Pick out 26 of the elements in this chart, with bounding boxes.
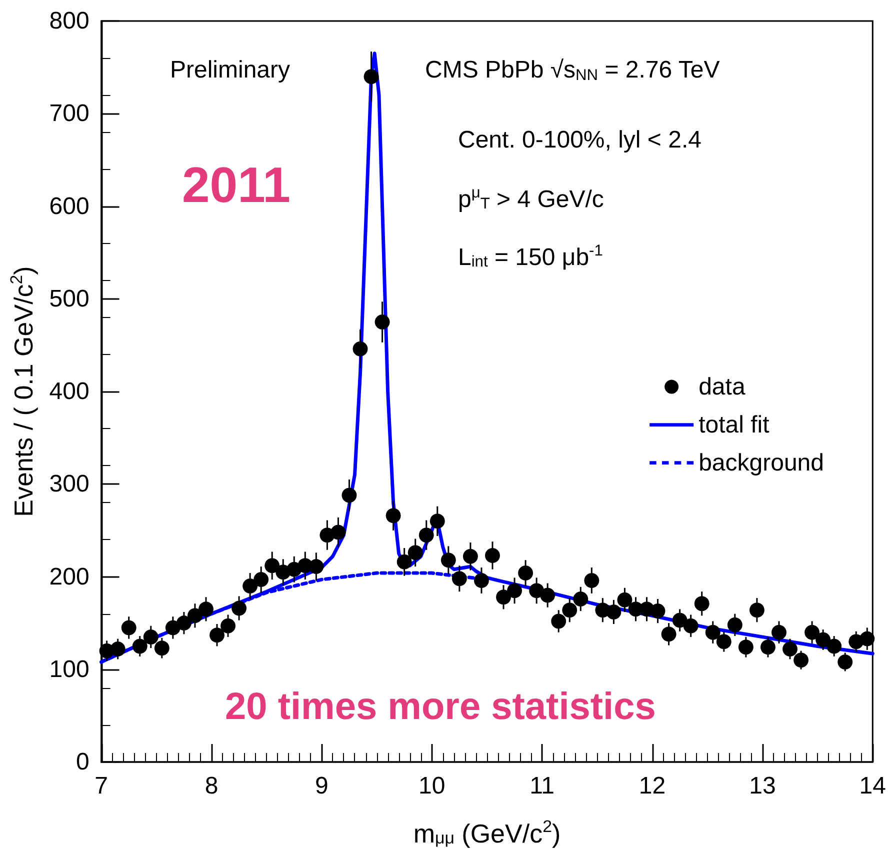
annotation: CMS PbPb √sNN = 2.76 TeV bbox=[425, 56, 720, 84]
annotation: 20 times more statistics bbox=[225, 686, 656, 728]
y-tick-label: 400 bbox=[49, 378, 90, 405]
x-tick-label: 9 bbox=[315, 772, 328, 800]
y-tick-label: 0 bbox=[76, 748, 90, 776]
x-tick-label: 10 bbox=[418, 772, 446, 800]
y-tick-label: 700 bbox=[49, 100, 90, 128]
x-tick-label: 14 bbox=[859, 772, 886, 800]
y-axis-title: Events / ( 0.1 GeV/c2) bbox=[7, 266, 39, 517]
legend-label: total fit bbox=[698, 411, 770, 438]
annotation: 2011 bbox=[182, 157, 290, 213]
x-tick-label: 7 bbox=[94, 772, 108, 800]
y-tick-label: 800 bbox=[49, 8, 90, 34]
x-tick-label: 13 bbox=[749, 772, 776, 800]
y-tick-label: 300 bbox=[49, 470, 90, 498]
x-tick-label: 11 bbox=[530, 772, 555, 800]
legend-label: data bbox=[698, 373, 746, 400]
x-tick-label: 12 bbox=[638, 772, 666, 800]
annotation: Preliminary bbox=[170, 56, 290, 84]
y-tick-label: 100 bbox=[49, 656, 90, 683]
legend-label: background bbox=[698, 449, 824, 476]
y-tick-label: 600 bbox=[49, 192, 90, 220]
y-tick-label: 500 bbox=[49, 285, 90, 312]
x-tick-label: 8 bbox=[204, 772, 218, 800]
y-tick-label: 200 bbox=[49, 563, 90, 590]
annotation: Cent. 0-100%, lyl < 2.4 bbox=[458, 126, 702, 154]
